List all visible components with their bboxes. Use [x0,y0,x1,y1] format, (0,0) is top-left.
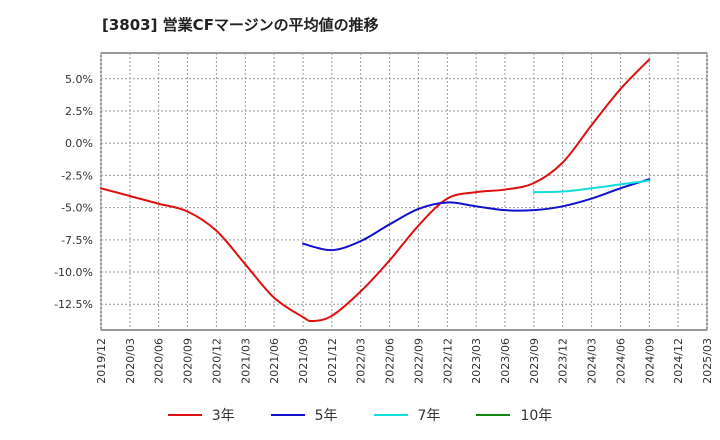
legend-item: 7年 [373,405,441,425]
legend-label: 5年 [314,408,338,424]
y-tick-label: -5.0% [61,202,93,215]
legend-swatch [270,414,305,416]
y-tick-label: -2.5% [61,169,93,182]
x-tick-label: 2022/03 [355,338,368,384]
series-line [100,58,651,323]
legend-item: 10年 [476,405,552,425]
y-tick-label: -10.0% [54,266,93,279]
x-tick-label: 2024/06 [614,338,627,384]
y-axis: 5.0% 2.5% 0.0% -2.5% -5.0% -7.5% -10.0% -12.5% [54,73,93,311]
x-tick-label: 2019/12 [95,338,108,384]
legend: 3年 5年 7年 10年 [0,402,720,428]
plot-area [100,52,708,331]
x-tick-label: 2022/06 [384,338,397,384]
y-tick-label: 0.0% [65,137,93,150]
x-tick-label: 2021/12 [326,338,339,384]
legend-swatch [167,414,202,416]
legend-label: 3年 [211,408,235,424]
y-tick-label: -12.5% [54,298,93,311]
x-tick-label: 2023/06 [499,338,512,384]
chart-title: [3803] 営業CFマージンの平均値の推移 [102,16,379,34]
grid-lines [100,53,708,330]
y-tick-label: -7.5% [61,234,93,247]
x-tick-label: 2020/09 [182,338,195,384]
x-tick-label: 2021/06 [268,338,281,384]
y-tick-label: 2.5% [65,105,93,118]
legend-item: 3年 [167,405,235,425]
legend-swatch [373,414,408,416]
series-line [532,179,651,194]
legend-label: 10年 [520,408,553,424]
x-tick-label: 2020/03 [124,338,137,384]
legend-swatch [476,414,511,416]
x-tick-label: 2022/09 [412,338,425,384]
x-tick-label: 2020/12 [210,338,223,384]
x-tick-label: 2023/09 [528,338,541,384]
x-tick-label: 2025/03 [701,338,714,384]
x-tick-label: 2024/12 [672,338,685,384]
y-tick-label: 5.0% [65,73,93,86]
x-tick-label: 2022/12 [441,338,454,384]
legend-label: 7年 [417,408,441,424]
series-line [302,178,651,252]
series-lines [100,58,651,323]
x-tick-label: 2023/03 [470,338,483,384]
x-tick-label: 2021/03 [239,338,252,384]
x-tick-label: 2023/12 [557,338,570,384]
x-tick-label: 2020/06 [153,338,166,384]
x-tick-label: 2024/03 [586,338,599,384]
x-tick-label: 2021/09 [297,338,310,384]
x-axis: 2019/12 2020/03 2020/06 2020/09 2020/12 2021/… [95,338,714,384]
x-tick-label: 2024/09 [643,338,656,384]
legend-item: 5年 [270,405,338,425]
